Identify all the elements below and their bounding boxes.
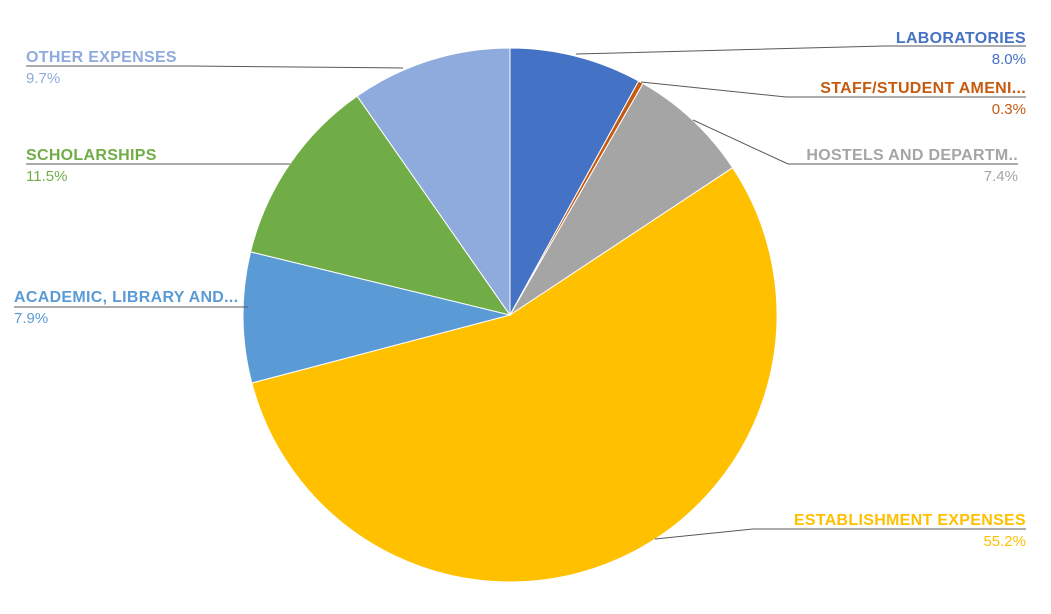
pie-slice-4 — [242, 251, 511, 384]
slice-pct-other-expenses: 9.7% — [26, 70, 61, 87]
leader-line-other — [26, 65, 404, 69]
slice-pct-scholarships: 11.5% — [26, 168, 68, 185]
slice-name-establishment-expenses: ESTABLISHMENT EXPENSES — [793, 512, 1026, 529]
leader-line-laboratories — [575, 45, 1026, 55]
slice-pct-laboratories: 8.0% — [991, 51, 1026, 68]
leader-line-hostels — [692, 119, 1018, 165]
slice-label-other-expenses: OTHER EXPENSES 9.7% — [26, 48, 177, 88]
slice-name-other-expenses: OTHER EXPENSES — [26, 49, 177, 66]
slice-name-hostels-and-departments: HOSTELS AND DEPARTM.. — [806, 147, 1018, 164]
pie-slice-2 — [509, 82, 734, 316]
slice-label-academic-library: ACADEMIC, LIBRARY AND... 7.9% — [14, 288, 238, 328]
pie-slice-6 — [356, 47, 511, 317]
slice-label-laboratories: LABORATORIES 8.0% — [896, 29, 1026, 69]
slice-pct-staff-student-amenities: 0.3% — [991, 101, 1026, 118]
slice-pct-hostels-and-departments: 7.4% — [983, 168, 1018, 185]
slice-name-laboratories: LABORATORIES — [895, 30, 1026, 47]
pie-slices-group — [242, 47, 778, 583]
slice-name-scholarships: SCHOLARSHIPS — [26, 147, 157, 164]
slice-pct-academic-library: 7.9% — [14, 310, 49, 327]
slice-label-hostels-and-departments: HOSTELS AND DEPARTM.. 7.4% — [806, 146, 1018, 186]
leader-lines-group — [14, 45, 1026, 540]
pie-slice-0 — [509, 47, 640, 316]
slice-label-establishment-expenses: ESTABLISHMENT EXPENSES 55.2% — [794, 511, 1026, 551]
slice-name-staff-student-amenities: STAFF/STUDENT AMENI... — [820, 80, 1026, 97]
pie-slice-3 — [251, 167, 778, 583]
slice-pct-establishment-expenses: 55.2% — [983, 533, 1026, 550]
slice-label-scholarships: SCHOLARSHIPS 11.5% — [26, 146, 157, 186]
slice-label-staff-student-amenities: STAFF/STUDENT AMENI... 0.3% — [820, 79, 1026, 119]
slice-name-academic-library: ACADEMIC, LIBRARY AND... — [14, 289, 239, 306]
leader-line-establishment — [654, 528, 1026, 540]
leader-line-staff — [640, 81, 1026, 98]
